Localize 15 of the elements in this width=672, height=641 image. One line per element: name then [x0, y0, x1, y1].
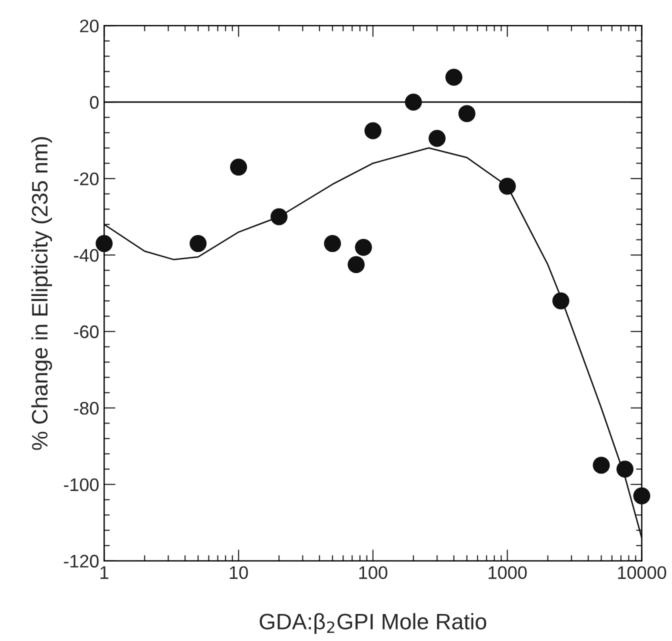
y-tick-label: -60	[74, 325, 99, 338]
x-tick-label: 100	[359, 566, 388, 579]
y-tick-label: -120	[64, 554, 99, 568]
x-axis-title: GDA:β$_{2}$GPI Mole Ratio	[260, 613, 486, 634]
y-tick-label: -40	[74, 248, 99, 262]
y-tick-label: -80	[74, 402, 99, 415]
x-tick-label: 10	[230, 566, 248, 579]
x-tick-label: 10000	[618, 566, 666, 579]
x-tick-label: 1	[100, 566, 108, 579]
y-tick-label: 0	[90, 96, 99, 109]
x-tick-label: 1000	[488, 566, 527, 579]
y-tick-label: 20	[80, 20, 99, 32]
y-tick-label: -20	[74, 172, 99, 186]
y-axis-title: % Change in Ellipticity (235 nm)	[31, 137, 52, 450]
y-tick-label: -100	[64, 478, 99, 492]
